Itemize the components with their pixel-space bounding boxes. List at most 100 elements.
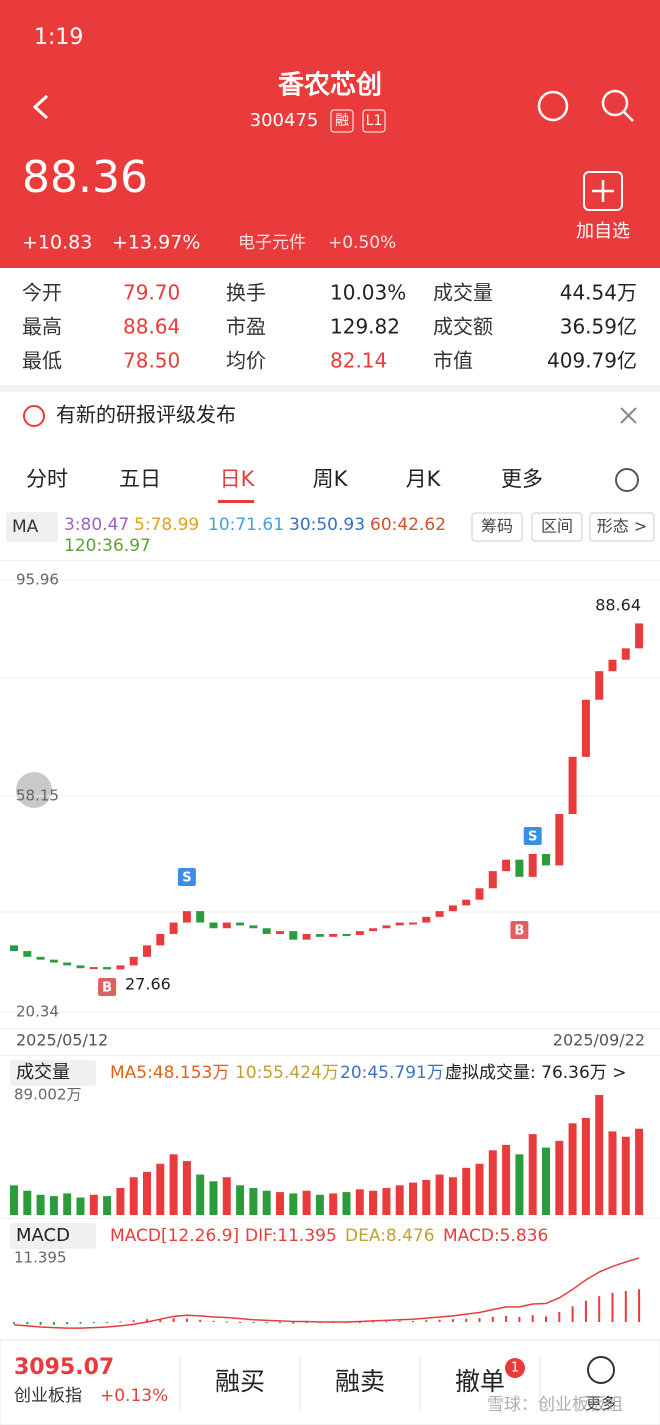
index-name: 创业板指: [14, 1386, 82, 1406]
tag-box: [362, 109, 386, 133]
macd-label: MACD: [16, 1225, 70, 1246]
stat-label: 今开: [22, 281, 62, 305]
macd-bar: [279, 1322, 281, 1324]
close-notice[interactable]: [620, 407, 637, 424]
macd-bar: [305, 1322, 308, 1324]
candle: [475, 888, 484, 900]
macd-bar: [398, 1320, 401, 1322]
macd-bar: [292, 1322, 295, 1324]
candle: [422, 916, 431, 923]
volume-bar: [10, 1185, 18, 1215]
volume-bar: [635, 1128, 644, 1215]
action[interactable]: 融买: [215, 1367, 265, 1396]
candle: [621, 648, 630, 660]
volume-label: 成交量: [16, 1062, 70, 1083]
candle: [116, 965, 125, 970]
stat-label: 市盈: [226, 315, 266, 339]
chart-tool-box[interactable]: [589, 512, 655, 542]
settings-button[interactable]: [615, 468, 639, 492]
dif-line: [13, 1257, 640, 1329]
candle: [49, 959, 58, 963]
candle: [435, 911, 444, 917]
candle: [196, 911, 205, 923]
ma-value: 5:78.99: [134, 515, 199, 535]
volume-box: [10, 1060, 96, 1086]
stat-value: 129.82: [330, 315, 400, 339]
volume-bar: [23, 1190, 32, 1215]
tab[interactable]: 日K: [220, 467, 256, 491]
action[interactable]: 撤单: [455, 1367, 505, 1396]
add-watch-button[interactable]: [583, 171, 623, 211]
volume-bar: [116, 1188, 125, 1215]
volume-bar: [555, 1140, 564, 1215]
tab[interactable]: 分时: [26, 467, 68, 491]
notice[interactable]: 有新的研报评级发布: [56, 403, 236, 427]
macd-bar: [478, 1318, 481, 1322]
volume-ma: MA5:48.153万: [110, 1063, 229, 1083]
volume-bar: [196, 1174, 205, 1215]
volume-bar: [595, 1095, 604, 1215]
candle: [209, 922, 218, 929]
volume-bar: [448, 1177, 457, 1215]
macd-bar: [172, 1318, 175, 1322]
volume-bar: [182, 1161, 191, 1215]
chart-border: [0, 1028, 660, 1029]
macd-bar: [438, 1319, 441, 1322]
candle: [555, 813, 564, 866]
chart-tool-box[interactable]: [531, 512, 583, 542]
candle: [542, 853, 550, 866]
tab[interactable]: 更多: [501, 467, 543, 491]
candle: [23, 951, 32, 957]
ma-value: 3:80.47: [64, 515, 129, 535]
dif-label: DIF:11.395: [245, 1226, 337, 1246]
stat-value: 79.70: [123, 281, 180, 305]
candle: [515, 859, 524, 877]
volume-bar: [36, 1194, 45, 1215]
chart-tool-box[interactable]: [471, 512, 523, 542]
candle: [448, 905, 457, 912]
more-icon: [587, 1356, 615, 1384]
back-button[interactable]: [32, 94, 49, 120]
chart-tool: 形态 >: [597, 517, 648, 536]
add-watch[interactable]: 加自选: [576, 221, 630, 242]
tab[interactable]: 五日: [119, 467, 161, 491]
price: 88.36: [22, 152, 148, 203]
candle: [276, 931, 284, 934]
status-time: 1:19: [34, 25, 83, 50]
candle: [182, 911, 191, 923]
volume-bar: [608, 1131, 617, 1215]
volume-bar: [289, 1193, 298, 1215]
volume-bar: [249, 1188, 258, 1215]
volume-bar: [502, 1144, 511, 1215]
signal: S: [528, 830, 537, 845]
tab[interactable]: 月K: [406, 467, 442, 491]
candle: [222, 922, 231, 929]
action[interactable]: 更多: [586, 1395, 616, 1413]
ma-value: 10:71.61: [208, 515, 284, 535]
volume-bar: [581, 1117, 590, 1215]
collapse-button[interactable]: [16, 772, 52, 808]
macd-bar: [52, 1322, 55, 1325]
macd-bar: [531, 1315, 534, 1322]
search-button[interactable]: [601, 89, 629, 117]
candle: [302, 933, 311, 940]
action[interactable]: 融卖: [335, 1367, 385, 1396]
candle: [635, 623, 644, 649]
volume-bar: [49, 1196, 58, 1215]
volume-bar: [262, 1190, 271, 1215]
macd-bar: [225, 1321, 228, 1323]
volume-bar: [369, 1190, 378, 1215]
candle: [488, 871, 497, 889]
refresh-button[interactable]: [537, 90, 569, 122]
chart-tool: 筹码: [481, 517, 513, 536]
ma-value: 30:50.93: [289, 515, 365, 535]
volume-bar: [422, 1179, 431, 1215]
candle: [249, 925, 258, 929]
tab[interactable]: 周K: [313, 467, 349, 491]
volume-bar: [488, 1150, 497, 1215]
candle: [369, 928, 378, 932]
candle: [89, 967, 98, 970]
stat-label: 均价: [226, 349, 266, 373]
search-handle: [623, 111, 634, 122]
volume-bar: [515, 1154, 524, 1215]
